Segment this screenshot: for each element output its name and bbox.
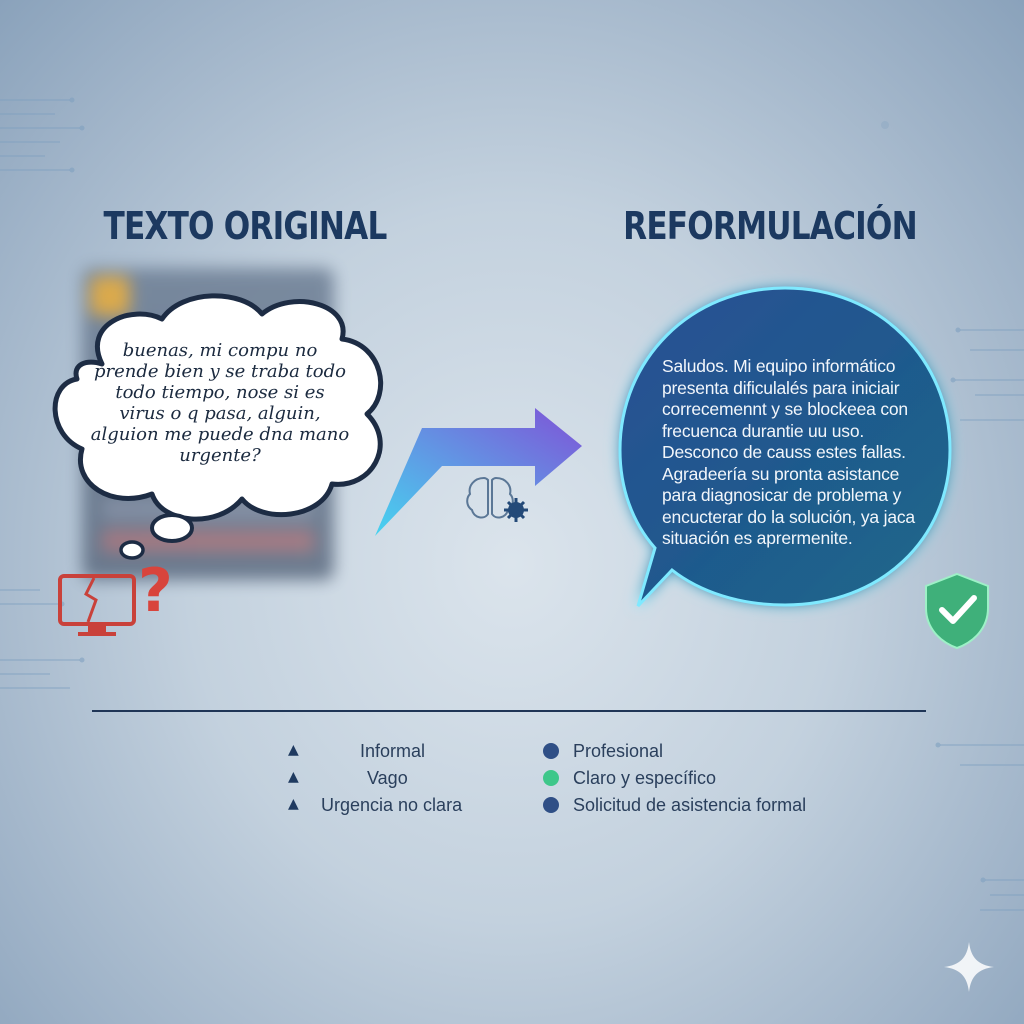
original-text-line: virus o q pasa, alguin, xyxy=(119,403,321,424)
arrow-up-icon: ▲ xyxy=(288,796,299,812)
divider xyxy=(92,710,926,712)
original-text-line: prende bien y se traba todo xyxy=(94,361,346,382)
speech-bubble xyxy=(618,286,952,608)
reformulated-text-line: encucterar do la solución, ya jaca xyxy=(662,506,915,527)
broken-monitor-icon xyxy=(58,574,136,636)
reformulated-text-line: situación es aprermenite. xyxy=(662,528,853,548)
reformulated-text-line: correcemennt y se blockeea con xyxy=(662,399,908,419)
thought-bubble xyxy=(52,293,384,560)
legend-label: Profesional xyxy=(573,741,664,761)
legend-dot xyxy=(543,770,559,786)
original-text-line: alguion me puede dna mano xyxy=(90,424,350,445)
arrow-up-icon: ▲ xyxy=(288,742,299,758)
reformulated-text-line: para diagnosicar de problema y xyxy=(662,485,902,505)
arrow-up-icon: ▲ xyxy=(288,769,299,785)
legend-label: Urgencia no clara xyxy=(321,795,463,815)
brain-gear-icon xyxy=(466,476,528,522)
legend-dot xyxy=(543,797,559,813)
original-text-line: urgente? xyxy=(179,445,261,466)
reformulated-text-line: frecuenca durantie uu uso. xyxy=(662,420,865,441)
original-text-line: buenas, mi compu no xyxy=(122,340,318,361)
legend-label: Claro y específico xyxy=(573,768,717,788)
heading-reformulation: REFORMULACIÓN xyxy=(623,204,918,248)
question-mark-icon: ? xyxy=(138,556,173,626)
legend-label: Informal xyxy=(360,741,426,761)
reformulated-text-line: Desconco de causs estes fallas. xyxy=(662,442,906,462)
reformulated-text-line: presenta dificulalés para iniciair xyxy=(662,377,900,398)
legend-dot xyxy=(543,743,559,759)
reformulated-text-line: Agradeería su pronta asistance xyxy=(662,463,900,484)
transform-arrow-icon xyxy=(375,408,582,536)
heading-original-text: TEXTO ORIGINAL xyxy=(103,204,388,248)
sparkle-icon xyxy=(944,942,994,992)
shield-check-icon xyxy=(925,572,989,650)
original-text-line: todo tiempo, nose si es xyxy=(115,382,325,403)
reformulated-text-line: Saludos. Mi equipo informático xyxy=(662,356,896,376)
original-text-block: buenas, mi compu no prende bien y se tra… xyxy=(88,340,352,466)
reformulated-text-block: Saludos. Mi equipo informático presenta … xyxy=(662,356,922,550)
legend-label: Solicitud de asistencia formal xyxy=(573,795,807,815)
legend-label: Vago xyxy=(367,768,408,788)
